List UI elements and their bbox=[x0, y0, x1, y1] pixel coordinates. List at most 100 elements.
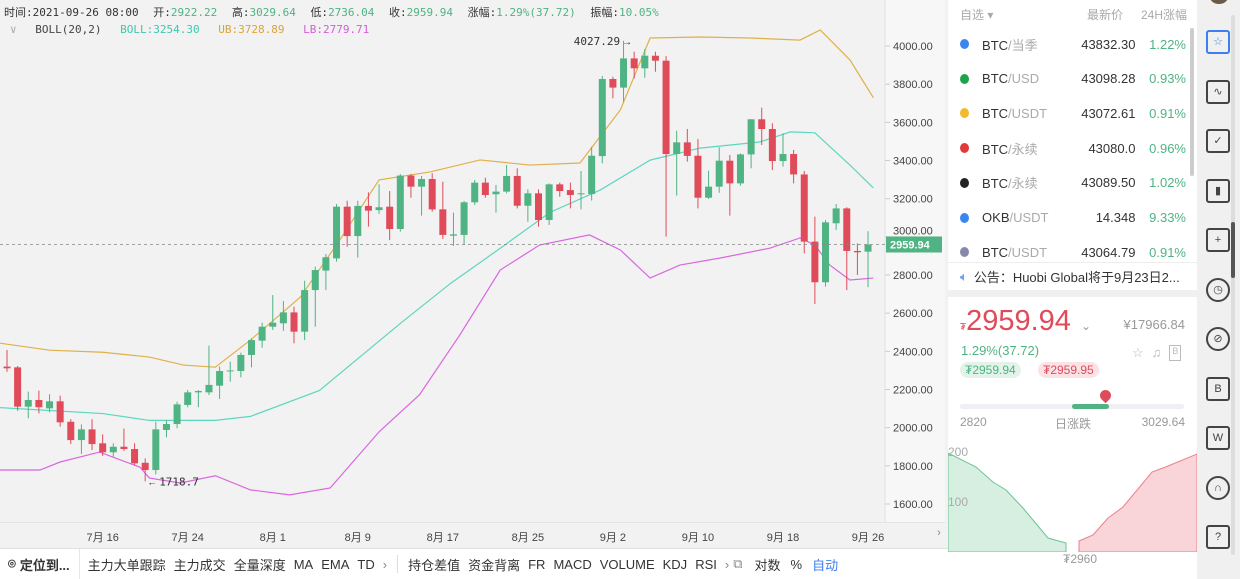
tool-main-trades[interactable]: 主力成交 bbox=[173, 557, 226, 573]
help-icon[interactable]: ? bbox=[1206, 525, 1230, 549]
row-price: 43064.79 bbox=[1081, 244, 1136, 260]
col-24h-change[interactable]: 24H涨幅 bbox=[1140, 8, 1187, 22]
candle-up bbox=[460, 202, 468, 235]
new-doc-icon[interactable]: + bbox=[1206, 228, 1230, 252]
divider bbox=[948, 290, 1197, 297]
open-label: 开: bbox=[153, 6, 171, 19]
tool-ma[interactable]: MA bbox=[293, 556, 314, 572]
headset-icon[interactable]: ∩ bbox=[1206, 475, 1230, 500]
sidebar-scrollbar[interactable] bbox=[1231, 15, 1235, 555]
range-low: 2820 bbox=[960, 415, 987, 429]
log-scale-toggle[interactable]: 对数 bbox=[754, 557, 781, 573]
more-sub-indicators-chevron-icon[interactable]: › bbox=[724, 556, 730, 572]
range-marker-icon bbox=[1097, 387, 1114, 404]
b-box-icon[interactable]: B bbox=[1169, 345, 1182, 361]
depth-chart[interactable] bbox=[948, 440, 1197, 552]
tool-position-diff[interactable]: 持仓差值 bbox=[408, 557, 461, 573]
ohlc-info-bar: 时间:2021-09-26 08:00 开:2922.22 高:3029.64 … bbox=[4, 4, 667, 20]
low-label: 低: bbox=[310, 6, 329, 19]
watchlist-scrollbar[interactable] bbox=[1190, 28, 1194, 176]
date-tick-label: 8月 25 bbox=[511, 532, 545, 544]
candle-down bbox=[694, 155, 702, 198]
tool-macd[interactable]: MACD bbox=[553, 556, 592, 572]
candle-down bbox=[481, 182, 489, 196]
amplitude-value: 10.05% bbox=[619, 6, 659, 19]
avatar[interactable] bbox=[1210, 0, 1228, 4]
candle-down bbox=[651, 55, 659, 61]
candle-down bbox=[630, 58, 638, 69]
tool-kdj[interactable]: KDJ bbox=[662, 556, 688, 572]
high-value: 3029.64 bbox=[249, 6, 296, 19]
watchlist-row[interactable]: OKB/USDT 14.348 9.33% bbox=[960, 208, 1186, 228]
watchlist-row[interactable]: BTC/永续 43080.0 0.96% bbox=[960, 138, 1186, 158]
edit-icon[interactable]: ⧉ bbox=[733, 556, 743, 571]
chart-icon[interactable]: ∿ bbox=[1206, 79, 1230, 104]
scroll-right-chevron-icon[interactable]: › bbox=[937, 527, 941, 539]
planet-icon[interactable]: ⊘ bbox=[1206, 327, 1230, 351]
tool-volume[interactable]: VOLUME bbox=[599, 556, 655, 572]
col-latest-price[interactable]: 最新价 bbox=[1086, 8, 1123, 22]
watchlist-row[interactable]: BTC/永续 43089.50 1.02% bbox=[960, 173, 1186, 193]
bar-chart-icon[interactable]: ▮ bbox=[1206, 178, 1230, 203]
price-tick-label: 2000.00 bbox=[893, 423, 933, 435]
more-main-indicators-chevron-icon[interactable]: › bbox=[382, 556, 388, 572]
best-ask-pill[interactable]: ₮2959.95 bbox=[1038, 362, 1099, 378]
bell-icon[interactable]: ♫ bbox=[1151, 345, 1162, 360]
candle-up bbox=[641, 55, 649, 69]
watchlist-header: 自选 ▾ 最新价 24H涨幅 bbox=[960, 6, 1187, 23]
candle-up bbox=[673, 142, 681, 155]
tool-fr[interactable]: FR bbox=[528, 556, 546, 572]
favorites-icon[interactable]: ☆ bbox=[1206, 30, 1230, 54]
boll-name[interactable]: BOLL(20,2) bbox=[35, 23, 102, 36]
row-price: 43832.30 bbox=[1081, 36, 1136, 52]
candle-down bbox=[843, 208, 851, 251]
candlestick-chart[interactable]: 4000.00 3800.00 3600.00 3400.00 3200.00 3000.… bbox=[0, 0, 945, 522]
announcement-bar[interactable]: 🔈︎ 公告：Huobi Global将于9月23日2... bbox=[948, 262, 1197, 290]
auto-scale-toggle[interactable]: 自动 bbox=[812, 557, 839, 573]
tool-full-depth[interactable]: 全量深度 bbox=[233, 557, 286, 573]
percent-scale-toggle[interactable]: % bbox=[790, 556, 803, 572]
tool-td[interactable]: TD bbox=[357, 556, 375, 572]
alarm-icon[interactable]: ◷ bbox=[1206, 277, 1230, 302]
tool-rsi[interactable]: RSI bbox=[695, 556, 717, 572]
candle-up bbox=[258, 326, 266, 341]
tool-main-order-tracking[interactable]: 主力大单跟踪 bbox=[87, 557, 166, 573]
min-price-annotation: 1718.7 bbox=[159, 475, 199, 488]
boll-legend: ∨ BOLL(20,2) BOLL:3254.30 UB:3728.89 LB:… bbox=[10, 23, 381, 36]
notes-icon[interactable]: B bbox=[1206, 376, 1230, 401]
orders-icon[interactable]: ✓ bbox=[1206, 129, 1230, 153]
candle-down bbox=[853, 250, 861, 253]
watchlist-row[interactable]: BTC/USD 43098.28 0.93% bbox=[960, 69, 1186, 89]
depth-asks-area bbox=[1078, 453, 1197, 552]
tool-ema[interactable]: EMA bbox=[321, 556, 350, 572]
watchlist-row[interactable]: BTC/USDT 43072.61 0.91% bbox=[960, 103, 1186, 123]
candle-down bbox=[14, 367, 22, 407]
candle-down bbox=[35, 399, 43, 408]
collapse-indicator-toggle[interactable]: ∨ bbox=[10, 23, 17, 36]
row-change: 0.91% bbox=[1149, 244, 1186, 260]
boll-mid-value: BOLL:3254.30 bbox=[120, 23, 200, 36]
boll-ub-value: UB:3728.89 bbox=[218, 23, 285, 36]
watchlist-row[interactable]: BTC/当季 43832.30 1.22% bbox=[960, 34, 1186, 54]
locate-button[interactable]: ⌾ 定位到... bbox=[0, 549, 80, 579]
watchlist-row[interactable]: BTC/USDT 43064.79 0.91% bbox=[960, 242, 1186, 262]
candle-down bbox=[535, 193, 542, 221]
arrow-right-icon: → bbox=[622, 37, 632, 48]
candle-up bbox=[216, 370, 224, 386]
star-icon[interactable]: ☆ bbox=[1132, 345, 1144, 360]
depth-y-label: 100 bbox=[948, 495, 969, 509]
divider bbox=[397, 555, 399, 573]
best-bid-pill[interactable]: ₮2959.94 bbox=[960, 362, 1021, 378]
watchlist-dropdown[interactable]: 自选 ▾ bbox=[960, 8, 994, 22]
candle-up bbox=[471, 182, 479, 203]
window-icon[interactable]: W bbox=[1206, 426, 1230, 450]
tool-fund-divergence[interactable]: 资金背离 bbox=[468, 557, 521, 573]
chevron-down-icon[interactable]: ⌄ bbox=[1080, 319, 1091, 333]
candle-up bbox=[279, 312, 287, 324]
row-price: 14.348 bbox=[1095, 210, 1136, 225]
right-sidebar: ☆ ∿ ✓ ▮ + ◷ ⊘ B W ∩? bbox=[1197, 0, 1240, 579]
price-tick-label: 3800.00 bbox=[893, 79, 933, 91]
sidebar-scroll-thumb[interactable] bbox=[1231, 222, 1235, 278]
locate-label: 定位到... bbox=[19, 557, 70, 573]
price-tick-label: 3200.00 bbox=[893, 194, 933, 206]
